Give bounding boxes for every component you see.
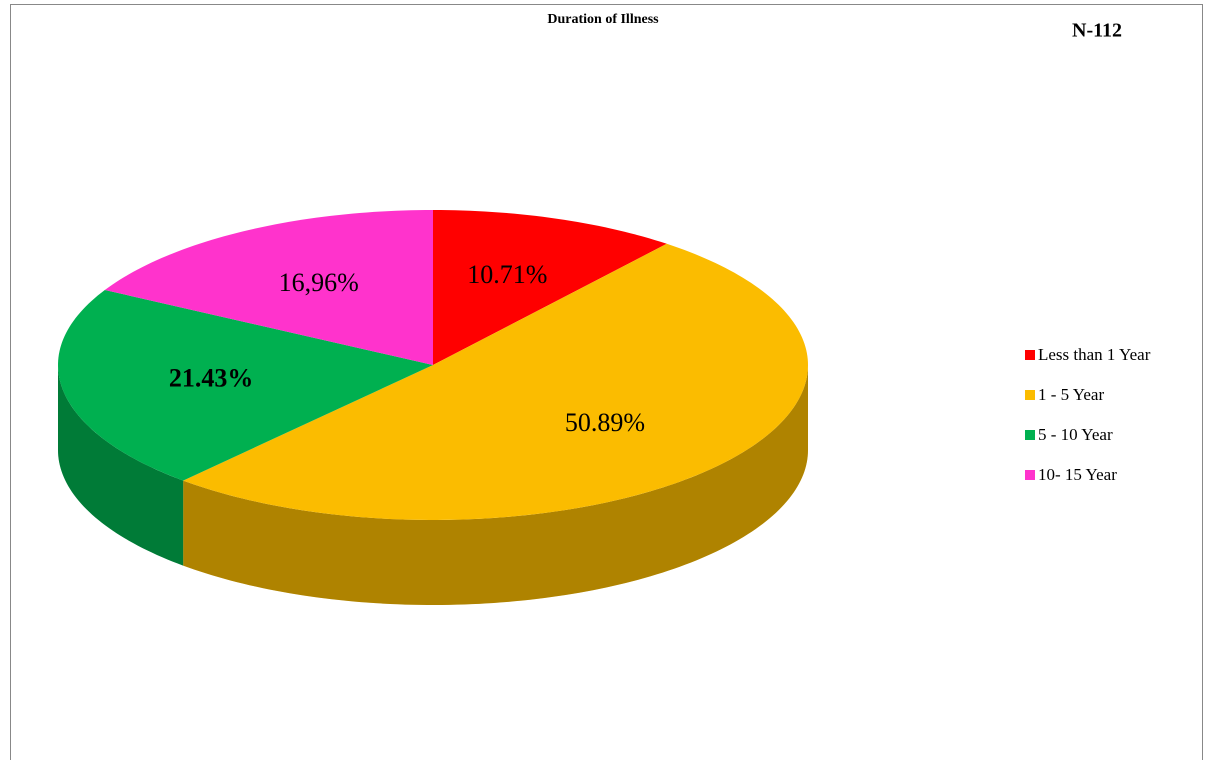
legend-swatch — [1025, 350, 1035, 360]
legend-label: Less than 1 Year — [1038, 345, 1151, 364]
pie-slice — [58, 290, 433, 481]
value-label: 50.89% — [565, 408, 645, 437]
pie-slice — [433, 210, 667, 365]
legend-label: 10- 15 Year — [1038, 465, 1117, 484]
pie-side-shade — [183, 365, 809, 605]
legend-swatch — [1025, 470, 1035, 480]
legend-swatch — [1025, 390, 1035, 400]
pie-side — [58, 365, 184, 566]
pie-slice — [183, 243, 808, 520]
value-label: 21.43% — [169, 364, 254, 393]
pie-slice — [104, 210, 433, 365]
pie-side — [183, 365, 809, 605]
legend-label: 1 - 5 Year — [1038, 385, 1104, 404]
annotation: N-112 — [1072, 20, 1122, 42]
legend-label: 5 - 10 Year — [1038, 425, 1113, 444]
value-label: 16,96% — [279, 268, 359, 297]
value-label: 10.71% — [467, 260, 547, 289]
legend-swatch — [1025, 430, 1035, 440]
pie-side-shade — [58, 365, 184, 566]
chart-title: Duration of Illness — [547, 12, 659, 27]
